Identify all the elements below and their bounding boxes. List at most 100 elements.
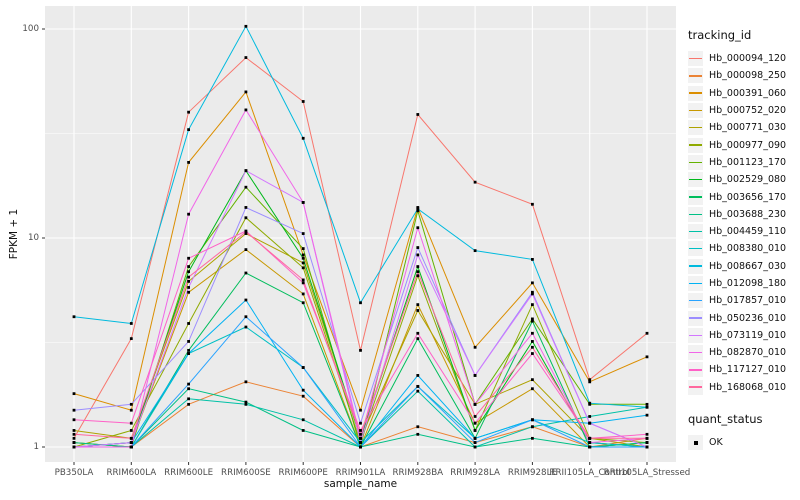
data-point (187, 387, 190, 391)
legend-item-label: Hb_000771_030 (709, 122, 787, 134)
y-tick-label: 100 (22, 23, 39, 34)
legend-item-Hb_000098_250: Hb_000098_250 (688, 67, 798, 84)
legend-item-Hb_004459_110: Hb_004459_110 (688, 223, 798, 240)
data-point (416, 274, 420, 278)
data-point (187, 160, 190, 164)
data-point (645, 436, 649, 440)
legend-item-label: OK (709, 437, 723, 449)
data-point (531, 436, 534, 440)
legend-item-label: Hb_082870_010 (709, 347, 787, 359)
legend-line-swatch-icon (689, 109, 702, 112)
data-point (301, 201, 305, 204)
legend-line-swatch-icon (689, 161, 702, 163)
legend-key (688, 379, 703, 395)
y-axis-title: FPKM + 1 (8, 208, 20, 260)
x-tick-label: RRIM600SE (221, 468, 271, 478)
data-point (244, 248, 248, 252)
legend-item-Hb_012098_180: Hb_012098_180 (688, 275, 798, 292)
legend-item-label: Hb_073119_010 (709, 329, 787, 341)
data-point (301, 292, 305, 296)
data-point (301, 394, 305, 398)
data-point (187, 340, 190, 343)
data-point (416, 303, 420, 307)
data-point (301, 253, 305, 257)
legend-key (688, 206, 703, 222)
legend-key (688, 276, 703, 291)
data-point (473, 436, 477, 440)
data-point (359, 441, 362, 444)
x-tick-label: RRIM600LE (164, 468, 214, 478)
legend-key (688, 154, 703, 170)
legend-item-Hb_000391_060: Hb_000391_060 (688, 85, 798, 102)
data-point (301, 100, 305, 103)
data-point (301, 366, 305, 369)
data-point (531, 281, 534, 285)
data-point (588, 380, 592, 384)
data-point (244, 298, 248, 302)
data-point (129, 441, 133, 444)
legend-item-label: Hb_000391_060 (709, 87, 787, 99)
data-point (359, 301, 362, 305)
legend-item-label: Hb_012098_180 (709, 278, 787, 289)
data-point (244, 402, 248, 406)
data-point (473, 445, 477, 449)
legend-line-swatch-icon (689, 248, 702, 250)
data-point (244, 216, 248, 220)
legend-line-swatch-icon (689, 213, 702, 215)
legend-line-swatch-icon (689, 230, 702, 233)
data-point (129, 429, 133, 432)
data-point (416, 432, 420, 436)
legend-item-Hb_168068_010: Hb_168068_010 (688, 379, 798, 396)
data-point (416, 384, 420, 388)
data-point (416, 226, 420, 230)
data-point (187, 212, 190, 216)
legend-item-label: Hb_004459_110 (709, 226, 787, 238)
data-point (187, 286, 190, 289)
data-point (473, 249, 477, 253)
legend-line-swatch-icon (689, 178, 702, 181)
data-point (359, 432, 362, 436)
data-point (473, 441, 477, 444)
data-point (187, 279, 190, 283)
legend-line-swatch-icon (689, 351, 702, 354)
data-point (301, 256, 305, 260)
data-point (531, 387, 534, 391)
data-point (416, 389, 420, 393)
legend-key (688, 85, 703, 101)
data-point (416, 309, 420, 312)
data-point (473, 415, 477, 418)
data-point (588, 441, 592, 444)
data-point (531, 331, 534, 335)
legend-item-Hb_050236_010: Hb_050236_010 (688, 309, 798, 326)
data-point (187, 265, 190, 268)
data-point (416, 207, 420, 211)
data-point (531, 317, 534, 321)
data-point (531, 290, 534, 294)
data-point (588, 421, 592, 425)
data-point (187, 348, 190, 352)
data-point (129, 402, 133, 406)
data-point (301, 429, 305, 432)
legend-item-Hb_002529_080: Hb_002529_080 (688, 171, 798, 188)
legend-item-label: Hb_003688_230 (709, 208, 787, 220)
legend-item-label: Hb_000094_120 (709, 53, 787, 65)
data-point (473, 374, 477, 377)
data-point (359, 408, 362, 412)
data-point (645, 402, 649, 406)
data-point (416, 337, 420, 341)
data-point (72, 432, 76, 436)
data-point (244, 90, 248, 94)
data-point (72, 429, 76, 432)
data-point (359, 436, 362, 440)
data-point (588, 436, 592, 440)
legend-line-swatch-icon (689, 282, 702, 285)
legend-item-label: Hb_000098_250 (709, 70, 787, 82)
data-point (473, 429, 477, 432)
legend-line-swatch-icon (689, 144, 702, 146)
data-point (187, 256, 190, 260)
legend-key (688, 189, 703, 205)
data-point (244, 232, 248, 235)
data-point (187, 110, 190, 114)
legend-line-swatch-icon (689, 334, 702, 336)
